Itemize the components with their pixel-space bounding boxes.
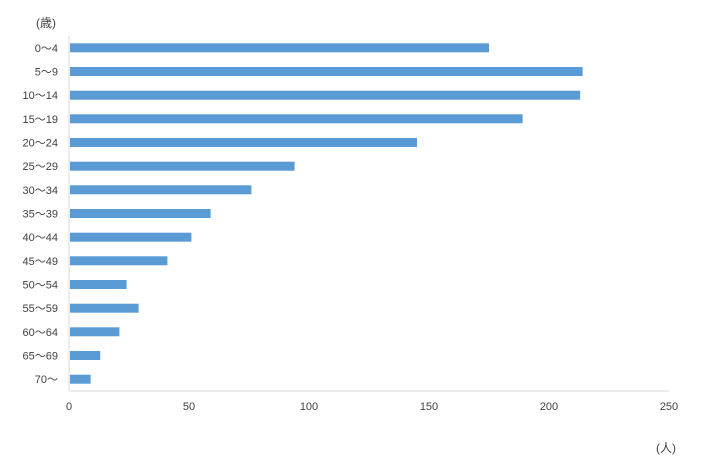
x-tick-label: 150 (420, 401, 438, 413)
bar-8 (70, 232, 192, 242)
bar-11 (70, 303, 139, 313)
y-tick-label: 0～4 (35, 43, 58, 55)
y-tick-label: 45～49 (23, 256, 58, 268)
bars (70, 43, 583, 384)
x-tick-label: 50 (183, 401, 195, 413)
y-tick-label: 35～39 (23, 209, 58, 221)
bar-2 (70, 90, 581, 100)
x-axis-tick-labels: 0 50 100 150 200 250 (66, 401, 678, 413)
bar-12 (70, 327, 120, 337)
axes (68, 36, 669, 392)
x-tick-label: 100 (300, 401, 318, 413)
y-axis-unit-label: (歳) (36, 16, 56, 30)
bar-9 (70, 256, 168, 266)
bar-7 (70, 209, 211, 218)
y-tick-label: 50～54 (23, 280, 58, 292)
y-tick-label: 70～ (35, 374, 58, 386)
bar-4 (70, 138, 417, 147)
y-tick-label: 55～59 (23, 303, 58, 315)
x-tick-label: 200 (540, 401, 558, 413)
bar-1 (70, 67, 583, 76)
bar-13 (70, 351, 101, 360)
y-axis-tick-labels: 0～4 5～9 10～14 15～19 20～24 25～29 30～34 35～39 40～4… (23, 43, 58, 386)
y-tick-label: 40～44 (23, 232, 58, 244)
y-tick-label: 15～19 (23, 114, 58, 126)
bar-0 (70, 43, 489, 53)
y-tick-label: 65～69 (23, 351, 58, 363)
bar-14 (70, 374, 91, 384)
x-tick-label: 0 (66, 401, 72, 413)
bar-10 (70, 280, 127, 289)
bar-6 (70, 185, 252, 195)
y-tick-label: 5～9 (35, 67, 58, 79)
y-tick-label: 10～14 (23, 90, 58, 102)
bar-3 (70, 114, 523, 124)
x-axis-unit-label: (人) (656, 441, 676, 455)
y-tick-label: 30～34 (23, 185, 58, 197)
x-tick-label: 250 (660, 401, 678, 413)
y-tick-label: 25～29 (23, 161, 58, 173)
y-tick-label: 60～64 (23, 327, 58, 339)
y-tick-label: 20～24 (23, 138, 58, 150)
bar-5 (70, 161, 295, 171)
